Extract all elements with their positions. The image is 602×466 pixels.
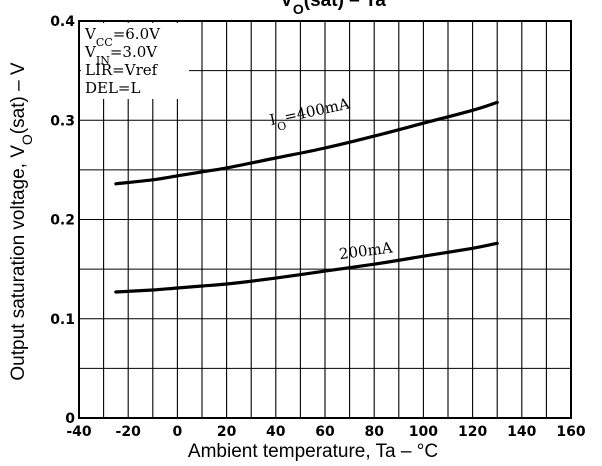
x-tick-label: 100 <box>409 424 438 440</box>
x-tick-label: 60 <box>315 424 335 440</box>
x-tick-label: -40 <box>66 424 92 440</box>
chart-title: VO(sat) – Ta <box>280 0 386 17</box>
x-tick-label: 160 <box>556 424 585 440</box>
x-axis-title: Ambient temperature, Ta – °C <box>188 441 438 462</box>
title-rest: (sat) – Ta <box>304 0 386 11</box>
y-axis-title: Output saturation voltage, VO(sat) – V <box>8 62 35 381</box>
y-axis-title-main: Output saturation voltage, V <box>8 145 29 381</box>
plot-frame <box>78 20 572 419</box>
x-tick-label: 140 <box>507 424 536 440</box>
x-tick-label: -20 <box>116 424 142 440</box>
condition-line: DEL=L <box>85 79 141 97</box>
y-axis-title-sub: O <box>19 134 35 145</box>
series-label: 200mA <box>338 238 394 263</box>
conditions-box <box>81 23 189 99</box>
condition-line: VCC=6.0V <box>84 25 161 49</box>
grid <box>78 20 572 419</box>
y-tick-labels: 0 0.1 0.2 0.3 0.4 <box>50 14 75 427</box>
y-tick-label: 0.1 <box>50 312 75 328</box>
x-tick-label: 120 <box>458 424 487 440</box>
y-tick-label: 0.3 <box>50 113 75 129</box>
x-tick-label: 0 <box>173 424 183 440</box>
y-tick-label: 0.4 <box>50 14 75 30</box>
condition-line: LIR=Vref <box>85 61 159 79</box>
series-line <box>114 100 499 186</box>
x-tick-labels: -40 -20 0 20 40 60 80 100 120 140 160 <box>66 424 586 440</box>
curves <box>114 100 499 294</box>
y-axis-title-rest: (sat) – V <box>8 62 29 134</box>
series-label: IO=400mA <box>268 95 353 135</box>
condition-line: VIN=3.0V <box>84 43 158 67</box>
series-line <box>114 241 499 294</box>
title-sub: O <box>293 1 304 17</box>
x-tick-label: 80 <box>364 424 384 440</box>
x-tick-label: 40 <box>266 424 286 440</box>
y-tick-label: 0.2 <box>50 213 75 229</box>
y-tick-label: 0 <box>65 411 75 427</box>
title-main: V <box>280 0 293 11</box>
x-tick-label: 20 <box>217 424 237 440</box>
